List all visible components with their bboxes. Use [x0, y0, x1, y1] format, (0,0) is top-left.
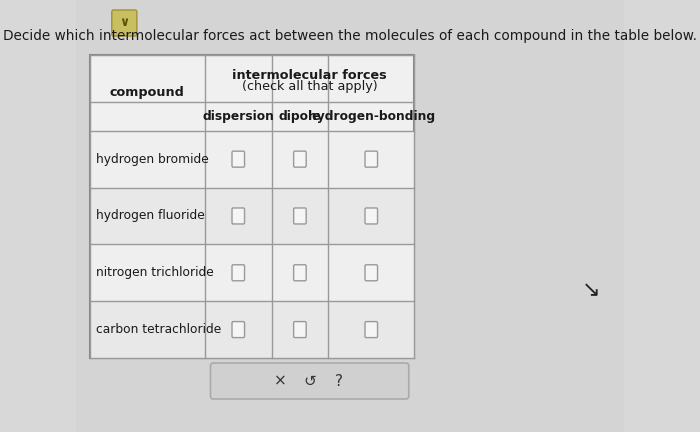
FancyBboxPatch shape [365, 208, 377, 224]
FancyBboxPatch shape [365, 265, 377, 281]
Text: ↺: ↺ [303, 374, 316, 388]
FancyBboxPatch shape [365, 321, 377, 337]
Bar [90, 187, 414, 245]
Text: (check all that apply): (check all that apply) [241, 80, 377, 93]
FancyBboxPatch shape [232, 265, 244, 281]
Text: dipole: dipole [279, 110, 321, 123]
Text: ?: ? [335, 374, 344, 388]
FancyBboxPatch shape [232, 208, 244, 224]
Text: hydrogen fluoride: hydrogen fluoride [96, 210, 205, 222]
Text: intermolecular forces: intermolecular forces [232, 69, 387, 82]
Text: ↘: ↘ [582, 280, 601, 300]
FancyBboxPatch shape [232, 151, 244, 167]
FancyBboxPatch shape [365, 151, 377, 167]
Text: compound: compound [110, 86, 185, 99]
Bar [90, 245, 414, 301]
FancyBboxPatch shape [112, 10, 137, 36]
Bar [90, 301, 414, 358]
Text: nitrogen trichloride: nitrogen trichloride [96, 266, 214, 279]
Text: dispersion: dispersion [202, 110, 274, 123]
Text: ×: × [274, 374, 286, 388]
FancyBboxPatch shape [293, 151, 306, 167]
FancyBboxPatch shape [232, 321, 244, 337]
Text: hydrogen bromide: hydrogen bromide [96, 152, 209, 165]
FancyBboxPatch shape [293, 265, 306, 281]
Text: hydrogen-bonding: hydrogen-bonding [308, 110, 435, 123]
Text: carbon tetrachloride: carbon tetrachloride [96, 323, 221, 336]
FancyBboxPatch shape [211, 363, 409, 399]
Text: ∨: ∨ [119, 16, 130, 29]
Bar [90, 55, 414, 358]
Text: Decide which intermolecular forces act between the molecules of each compound in: Decide which intermolecular forces act b… [3, 29, 697, 43]
FancyBboxPatch shape [293, 321, 306, 337]
FancyBboxPatch shape [293, 208, 306, 224]
Bar [90, 131, 414, 187]
